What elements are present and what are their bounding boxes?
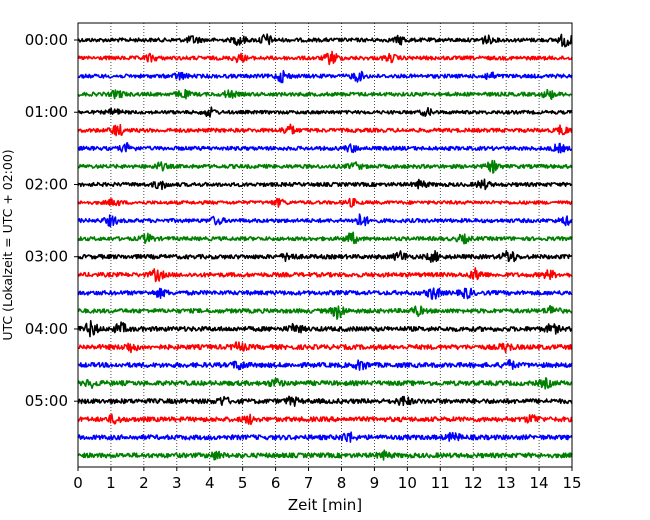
seismic-trace (77, 123, 573, 137)
seismic-trace (77, 69, 573, 84)
x-tick-label: 3 (172, 474, 182, 492)
x-tick-label: 2 (139, 474, 149, 492)
x-tick-label: 7 (304, 474, 314, 492)
seismic-traces (77, 33, 573, 461)
x-tick-label: 1 (106, 474, 116, 492)
x-tick-label: 6 (271, 474, 281, 492)
x-tick-label: 13 (497, 474, 516, 492)
seismic-trace (77, 395, 573, 407)
seismic-trace (77, 413, 573, 426)
y-axis-label: UTC (Lokalzeit = UTC + 02:00) (0, 149, 15, 340)
y-tick-label: 00:00 (25, 31, 68, 49)
plot-frame (77, 22, 573, 468)
seismic-trace (77, 88, 573, 100)
x-tick-label: 5 (238, 474, 248, 492)
grid-lines (110, 23, 540, 467)
seismic-trace (77, 341, 573, 354)
x-tick-label: 9 (370, 474, 380, 492)
seismic-trace (77, 213, 573, 228)
x-tick-label: 0 (73, 474, 83, 492)
seismic-trace (77, 50, 573, 66)
seismic-trace (77, 267, 573, 283)
seismic-trace (77, 231, 573, 245)
x-tick-label: 15 (562, 474, 581, 492)
y-tick-label: 04:00 (25, 320, 68, 338)
x-tick-label: 4 (205, 474, 215, 492)
seismic-trace (77, 449, 573, 461)
seismic-trace (77, 197, 573, 208)
seismic-trace (77, 431, 573, 443)
y-tick-label: 03:00 (25, 248, 68, 266)
seismic-trace (77, 319, 573, 338)
x-tick-label: 14 (530, 474, 549, 492)
seismic-trace (77, 304, 573, 320)
seismic-trace (77, 178, 573, 191)
x-tick-label: 11 (431, 474, 450, 492)
seismic-trace (77, 249, 573, 263)
seismic-trace (77, 106, 573, 118)
seismic-trace (77, 142, 573, 154)
seismic-trace (77, 358, 573, 371)
y-tick-label: 02:00 (25, 175, 68, 193)
x-tick-label: 12 (464, 474, 483, 492)
seismic-trace (77, 376, 573, 390)
x-tick-label: 8 (337, 474, 347, 492)
y-tick-label: 01:00 (25, 103, 68, 121)
seismic-trace (77, 33, 573, 48)
x-axis-label: Zeit [min] (288, 496, 362, 514)
x-axis-ticks: 0 1 2 3 4 5 6 7 8 9 10 11 12 13 14 15 (73, 467, 582, 492)
y-axis-ticks: 00:00 01:00 02:00 03:00 04:00 05:00 (25, 31, 78, 410)
y-tick-label: 05:00 (25, 392, 68, 410)
seismic-trace (77, 287, 573, 300)
x-tick-label: 10 (398, 474, 417, 492)
seismic-trace (77, 159, 573, 174)
